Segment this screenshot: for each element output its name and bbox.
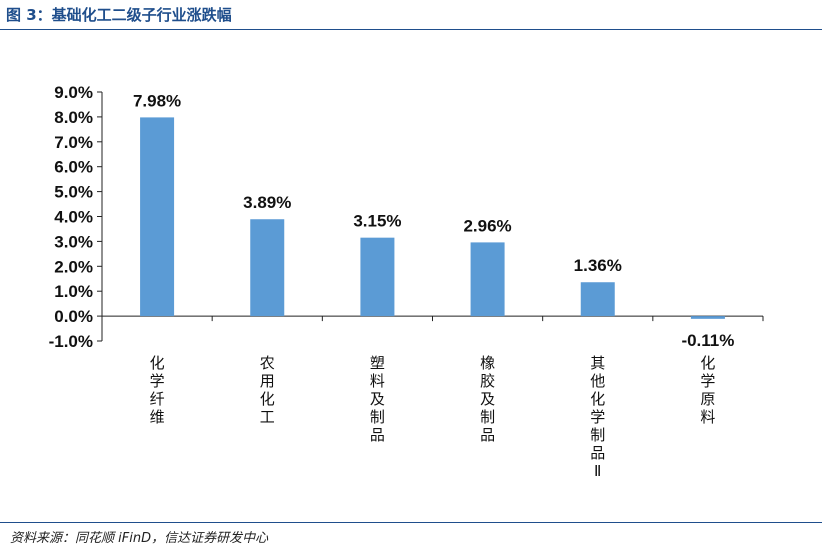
y-tick-label: 3.0% [54,232,93,251]
y-tick-label: 7.0% [54,133,93,152]
data-label: 2.96% [463,216,511,235]
data-label: 3.89% [243,193,291,212]
y-tick-label: 5.0% [54,183,93,202]
bar [470,242,505,317]
data-label: -0.11% [681,331,734,350]
y-tick-label: 2.0% [54,257,93,276]
bar [140,117,175,317]
x-category-label: 化学原料 [700,354,715,426]
chart-title: 图 3：基础化工二级子行业涨跌幅 [6,6,232,24]
bar [360,237,395,317]
x-category-label: 农用化工 [260,354,275,426]
x-category-label: 橡胶及制品 [480,354,495,444]
bar-chart: 9.0% 8.0% 7.0% 6.0% 5.0% 4.0% 3.0% 2.0% 1.0% 0.0%… [49,83,764,480]
bar [250,219,285,317]
y-tick-label: 9.0% [54,83,93,102]
data-label: 3.15% [353,212,401,231]
y-tick-label: 8.0% [54,108,93,127]
data-label: 1.36% [574,256,622,275]
top-rule [0,29,822,30]
x-category-label: 塑料及制品 [370,354,385,444]
source-note: 资料来源：同花顺 iFinD，信达证券研发中心 [10,531,269,546]
y-tick-label: 1.0% [54,282,93,301]
bar [690,316,725,319]
y-tick-label: 0.0% [54,307,93,326]
y-tick-label: -1.0% [49,332,93,351]
y-tick-label: 4.0% [54,208,93,227]
bottom-rule [0,522,822,523]
data-label: 7.98% [133,91,181,110]
x-category-label: 化学纤维 [150,354,165,426]
y-tick-label: 6.0% [54,158,93,177]
x-category-label: 其他化学制品 Ⅱ [590,354,605,480]
bar [580,282,615,317]
